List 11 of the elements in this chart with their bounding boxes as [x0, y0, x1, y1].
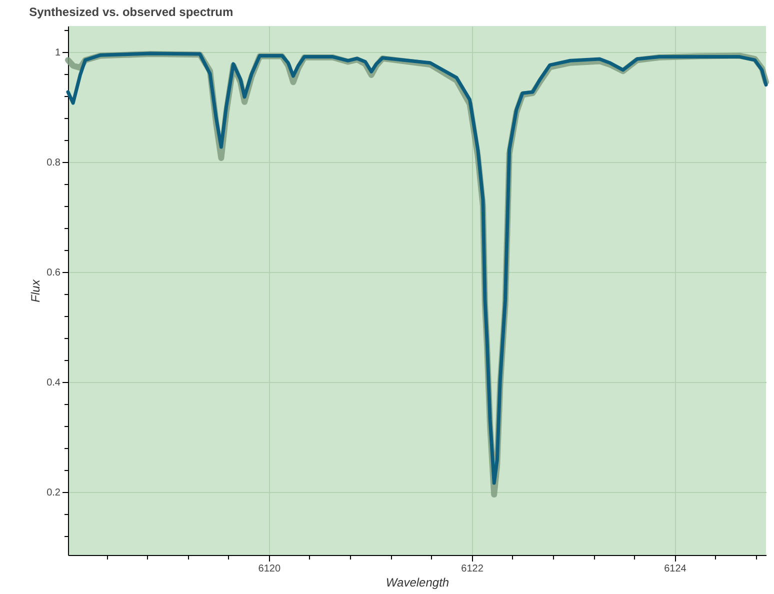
y-axis-title: Flux — [28, 278, 43, 302]
chart-title: Synthesized vs. observed spectrum — [29, 4, 234, 19]
x-tick-label: 6122 — [461, 564, 484, 574]
x-axis-title: Wavelength — [386, 576, 450, 590]
y-tick-label: 0.6 — [46, 267, 61, 278]
x-tick-label: 6120 — [258, 564, 281, 574]
y-tick-label: 1 — [54, 47, 61, 58]
y-tick-label: 0.2 — [46, 487, 61, 498]
y-tick-label: 0.4 — [46, 377, 61, 388]
y-tick-label: 0.8 — [46, 157, 61, 168]
x-tick-label: 6124 — [664, 564, 687, 574]
